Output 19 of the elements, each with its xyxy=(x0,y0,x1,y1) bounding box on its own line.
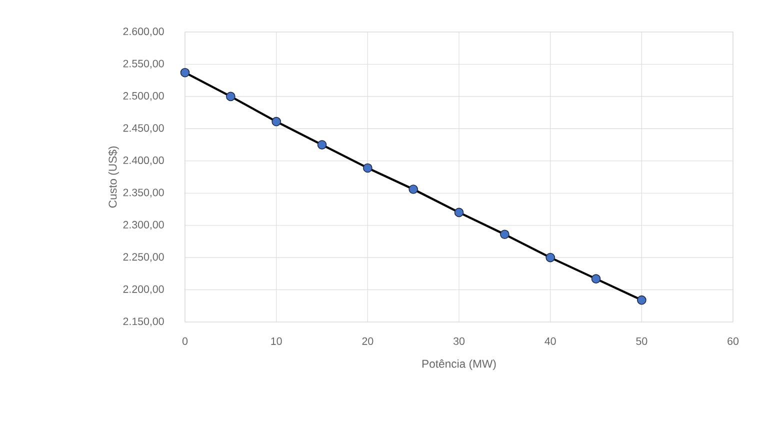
y-tick-label: 2.600,00 xyxy=(123,28,164,36)
x-tick-label: 20 xyxy=(362,337,374,345)
x-axis-title: Potência (MW) xyxy=(422,359,496,370)
y-tick-label: 2.250,00 xyxy=(123,253,164,262)
y-tick-label: 2.550,00 xyxy=(123,60,164,69)
y-tick-label: 2.500,00 xyxy=(123,92,164,101)
x-tick-label: 30 xyxy=(453,337,465,345)
y-tick-label: 2.150,00 xyxy=(123,318,164,326)
y-tick-label: 2.300,00 xyxy=(123,220,164,230)
y-tick-label: 2.350,00 xyxy=(123,188,164,198)
y-tick-label: 2.400,00 xyxy=(123,156,164,166)
x-tick-label: 40 xyxy=(544,337,556,345)
y-axis-title: Custo (US$) xyxy=(108,146,119,208)
y-tick-label: 2.450,00 xyxy=(123,124,164,134)
x-tick-label: 10 xyxy=(271,337,282,345)
x-tick-label: 60 xyxy=(728,337,739,345)
y-tick-label: 2.200,00 xyxy=(123,285,164,294)
x-tick-label: 0 xyxy=(182,337,188,345)
x-tick-label: 50 xyxy=(636,337,648,345)
